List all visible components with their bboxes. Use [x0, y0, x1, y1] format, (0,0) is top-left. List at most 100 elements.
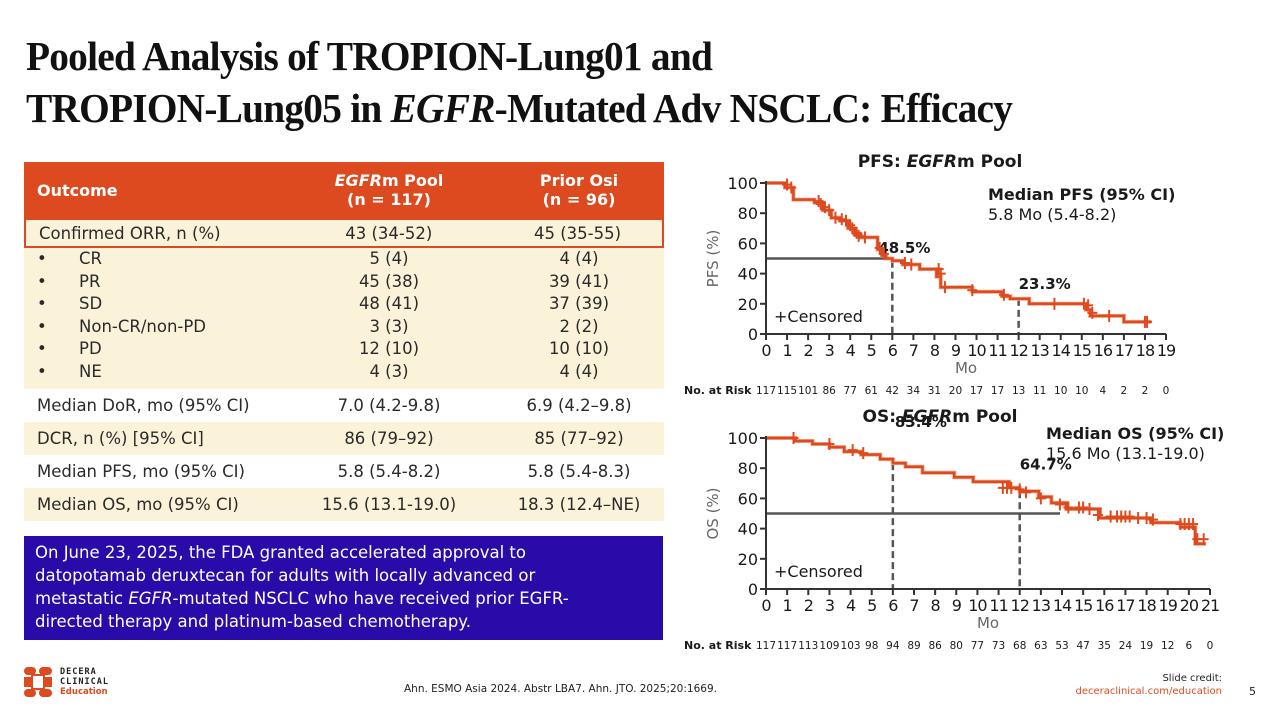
at-risk-count: 77: [971, 640, 984, 652]
at-risk-count: 20: [949, 385, 962, 397]
cell-osi: 39 (41): [548, 271, 610, 291]
table-row-response: • SD 48 (41) 37 (39): [24, 293, 664, 316]
bullet-icon: •: [37, 249, 47, 268]
chart-title: PFS: EGFRm Pool: [858, 152, 1023, 172]
x-tick-label: 6: [888, 596, 898, 615]
at-risk-count: 103: [841, 640, 861, 652]
label-text: PD: [79, 339, 102, 358]
x-tick-label: 13: [1032, 596, 1050, 615]
x-tick-label: 18: [1136, 341, 1155, 360]
at-risk-count: 34: [907, 385, 921, 397]
cell-osi: 4 (4): [559, 361, 599, 381]
fda-approval-note: On June 23, 2025, the FDA granted accele…: [24, 536, 663, 640]
table-row-response: • NE 4 (3) 4 (4): [24, 361, 664, 384]
at-risk-count: 2: [1142, 385, 1149, 397]
at-risk-count: 10: [1075, 385, 1088, 397]
at-risk-count: 94: [886, 640, 900, 652]
title-line-2: TROPION-Lung05 in EGFR-Mutated Adv NSCLC…: [26, 82, 1130, 134]
censor-mark: [899, 257, 910, 270]
table-row-orr: Confirmed ORR, n (%) 43 (34-52) 45 (35-5…: [24, 218, 664, 248]
at-risk-count: 80: [950, 640, 963, 652]
title-text: -Mutated Adv NSCLC: Efficacy: [494, 85, 1013, 131]
table-row: Median PFS, mo (95% CI) 5.8 (5.4-8.2) 5.8 …: [24, 455, 664, 488]
censor-mark: [906, 258, 917, 271]
median-title: Median PFS (95% CI): [988, 185, 1175, 204]
censor-mark: [1147, 513, 1158, 526]
y-tick-label: 80: [738, 204, 758, 223]
bullet-icon: •: [37, 294, 47, 313]
row-label: • SD: [24, 293, 284, 316]
row-label: Median DoR, mo (95% CI): [37, 396, 250, 415]
median-title: Median OS (95% CI): [1046, 424, 1224, 443]
x-tick-label: 10: [968, 596, 987, 615]
y-tick-label: 80: [738, 459, 758, 478]
label-text: PR: [79, 271, 101, 291]
at-risk-count: 117: [777, 640, 797, 652]
x-tick-label: 1: [782, 341, 791, 360]
x-tick-label: 11: [988, 341, 1006, 360]
censor-mark: [1054, 498, 1065, 511]
x-tick-label: 3: [825, 596, 834, 615]
at-risk-count: 12: [1161, 640, 1174, 652]
y-tick-label: 0: [748, 325, 758, 344]
at-risk-label: No. at Risk: [684, 639, 752, 652]
cell-pool: 43 (34-52): [345, 223, 433, 243]
censor-mark: [1142, 315, 1153, 328]
title-text: TROPION-Lung05 in: [26, 85, 391, 131]
at-risk-count: 117: [756, 385, 776, 397]
x-tick-label: 0: [761, 341, 771, 360]
x-tick-label: 9: [952, 596, 962, 615]
censor-mark: [1014, 483, 1025, 496]
x-tick-label: 5: [867, 596, 876, 615]
y-tick-label: 60: [738, 489, 758, 508]
x-tick-label: 5: [867, 341, 876, 360]
censor-mark: [1133, 512, 1144, 525]
censor-mark: [1021, 486, 1032, 499]
header-text: m Pool: [381, 171, 444, 190]
at-risk-count: 17: [970, 385, 983, 397]
censor-mark: [1124, 510, 1135, 523]
at-risk-count: 86: [822, 385, 836, 397]
row-label: DCR, n (%) [95% CI]: [37, 429, 204, 448]
table-row-response: • PD 12 (10) 10 (10): [24, 338, 664, 361]
censor-mark: [830, 211, 841, 224]
y-tick-label: 100: [727, 174, 758, 193]
x-tick-label: 9: [951, 341, 961, 360]
x-tick-label: 16: [1095, 596, 1114, 615]
at-risk-count: 4: [1099, 385, 1106, 397]
title-text: PFS:: [858, 152, 907, 172]
logo-word: DECERA: [60, 667, 97, 677]
censor-mark: [1092, 509, 1103, 522]
note-line: datopotamab deruxtecan for adults with l…: [35, 566, 536, 585]
median-value: 15.6 Mo (13.1-19.0): [1046, 444, 1205, 463]
credit-link[interactable]: deceraclinical.com/education: [1075, 686, 1223, 697]
at-risk-count: 113: [798, 640, 818, 652]
landmark-label: 23.3%: [1019, 275, 1071, 293]
bullet-icon: •: [37, 361, 47, 381]
table-row: Median DoR, mo (95% CI) 7.0 (4.2-9.8) 6.9 …: [24, 389, 664, 422]
table-row: DCR, n (%) [95% CI] 86 (79–92) 85 (77–92): [24, 422, 664, 455]
header-text: Prior Osi: [539, 171, 619, 190]
censor-mark: [1049, 297, 1060, 310]
censor-mark: [998, 288, 1009, 301]
cell-osi: 2 (2): [559, 316, 599, 336]
cell-osi: 45 (35-55): [534, 223, 622, 243]
decera-logo: DECERA CLINICAL Education: [24, 666, 134, 698]
x-axis-label: Mo: [955, 359, 977, 377]
bullet-icon: •: [37, 271, 47, 291]
table-header: Outcome EGFRm Pool (n = 117) Prior Osi (…: [24, 162, 664, 218]
logo-text: DECERA CLINICAL Education: [60, 667, 109, 697]
x-tick-label: 4: [846, 341, 856, 360]
censor-mark: [878, 247, 889, 260]
cell-pool: 86 (79–92): [344, 429, 434, 448]
at-risk-count: 86: [928, 640, 942, 652]
at-risk-count: 35: [1098, 640, 1111, 652]
header-prior-osi: Prior Osi (n = 96): [494, 171, 664, 209]
at-risk-count: 53: [1055, 640, 1068, 652]
x-tick-label: 16: [1094, 341, 1113, 360]
censor-mark: [824, 438, 835, 451]
x-tick-label: 17: [1116, 596, 1134, 615]
landmark-label: 48.5%: [878, 239, 930, 257]
